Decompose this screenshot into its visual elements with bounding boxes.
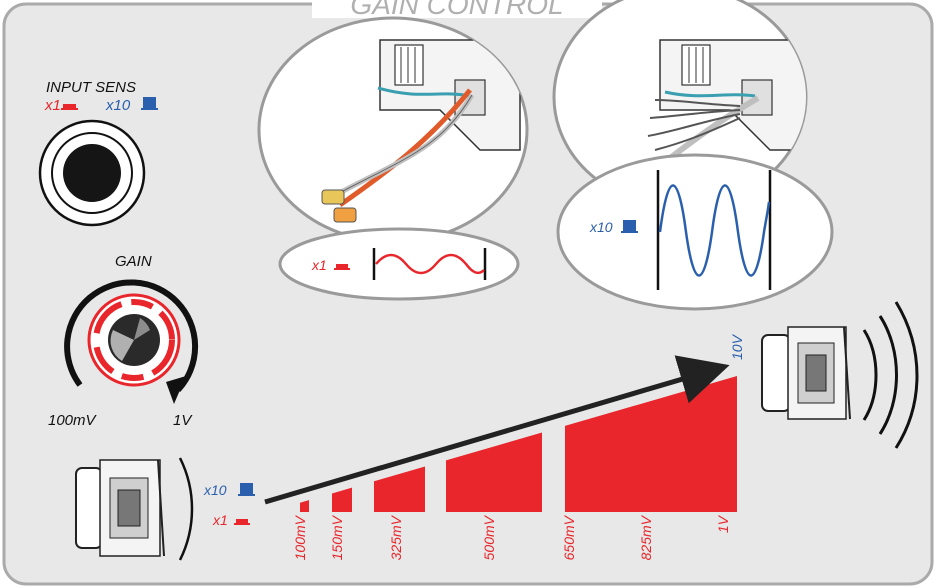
gain-level-label: 650mV (561, 514, 577, 560)
x1-wave (375, 253, 485, 275)
gain-level-label: 100mV (292, 514, 308, 560)
gain-ramp-arrow (264, 355, 730, 505)
x1-switch-icon (63, 104, 76, 109)
input-sens-switch (38, 119, 146, 227)
gain-level-bar (565, 376, 737, 512)
x10-wave-bubble: x10 (556, 153, 834, 311)
speaker-wire-wave-label: x10 (589, 219, 613, 235)
ramp-x10-label: x10 (203, 482, 227, 498)
gain-max-label: 1V (173, 412, 193, 429)
gain-level-label: 825mV (638, 514, 654, 560)
ramp-top-label: 10V (729, 333, 745, 360)
gain-level-bars (300, 376, 737, 512)
gain-level-bar (300, 500, 309, 512)
rca-input-inset (257, 16, 529, 244)
x10-wave (658, 184, 771, 277)
gain-min-label: 100mV (48, 412, 98, 429)
subwoofer-small-icon (75, 457, 194, 561)
gain-rotation-arrow (64, 279, 199, 393)
subwoofer-large-icon (761, 301, 919, 449)
ramp-x1-label: x1 (212, 512, 228, 528)
x10-switch-icon (143, 97, 156, 109)
input-sens-label: INPUT SENS (46, 79, 136, 96)
gain-label: GAIN (115, 253, 152, 270)
gain-level-label: 500mV (481, 514, 497, 560)
input-sens-x10-label: x10 (105, 97, 131, 114)
gain-level-label: 325mV (388, 514, 404, 560)
gain-level-labels: 100mV 150mV 325mV 500mV 650mV 825mV 1V (292, 514, 731, 560)
page-title: GAIN CONTROL (350, 0, 563, 20)
gain-level-bar (374, 466, 425, 512)
x1-wave-bubble: x1 (278, 227, 520, 301)
gain-knob (87, 293, 181, 387)
gain-level-label: 150mV (329, 514, 345, 560)
title-plate (312, 0, 602, 18)
input-sens-x1-label: x1 (44, 97, 61, 114)
gain-level-label: 1V (715, 514, 731, 533)
gain-level-bar (332, 487, 352, 512)
speaker-wire-input-inset (552, 0, 808, 209)
gain-level-bar (446, 432, 542, 512)
rca-wave-label: x1 (311, 257, 327, 273)
